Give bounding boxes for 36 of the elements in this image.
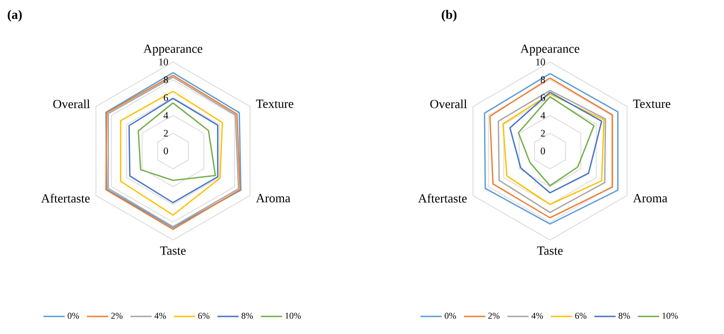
y-tick-label: 0 bbox=[164, 148, 168, 154]
legend-label: 10% bbox=[662, 312, 678, 319]
y-tick-label: 10 bbox=[159, 58, 168, 66]
legend-label: 0% bbox=[68, 312, 80, 319]
legend-label: 8% bbox=[618, 312, 630, 319]
spoke-label: Overall bbox=[430, 99, 467, 108]
legend-label: 2% bbox=[111, 312, 123, 319]
legend-label: 0% bbox=[444, 312, 456, 319]
y-tick-label: 6 bbox=[164, 94, 168, 101]
y-tick-label: 2 bbox=[540, 130, 545, 136]
legend-label: 4% bbox=[154, 312, 166, 319]
legend-label: 2% bbox=[488, 312, 500, 319]
y-tick-label: 0 bbox=[540, 148, 545, 154]
legend-label: 10% bbox=[286, 312, 301, 319]
spoke-label: Overall bbox=[53, 99, 90, 108]
spoke-label: Aftertaste bbox=[418, 194, 467, 203]
y-tick-label: 4 bbox=[540, 112, 546, 119]
spoke-label: Appearance bbox=[520, 44, 580, 56]
spoke-label: Aroma bbox=[633, 194, 668, 202]
spoke-label: Appearance bbox=[143, 44, 202, 56]
legend-label: 8% bbox=[242, 312, 253, 319]
legend-label: 4% bbox=[532, 312, 543, 319]
spoke-label: Aftertaste bbox=[41, 194, 90, 203]
legend-label: 6% bbox=[575, 312, 586, 319]
spoke-label: Taste bbox=[160, 246, 186, 255]
spoke-label: Aroma bbox=[256, 194, 290, 202]
chart-title: (b) bbox=[442, 10, 456, 22]
y-tick-label: 10 bbox=[536, 58, 545, 66]
spoke-label: Taste bbox=[537, 246, 563, 255]
spoke-label: Texture bbox=[256, 100, 294, 108]
chart-title: (a) bbox=[8, 10, 22, 22]
legend-label: 6% bbox=[198, 312, 210, 319]
spoke-label: Texture bbox=[633, 100, 670, 108]
y-tick-label: 2 bbox=[164, 130, 168, 136]
y-tick-label: 4 bbox=[164, 112, 168, 119]
y-tick-label: 8 bbox=[164, 76, 168, 84]
